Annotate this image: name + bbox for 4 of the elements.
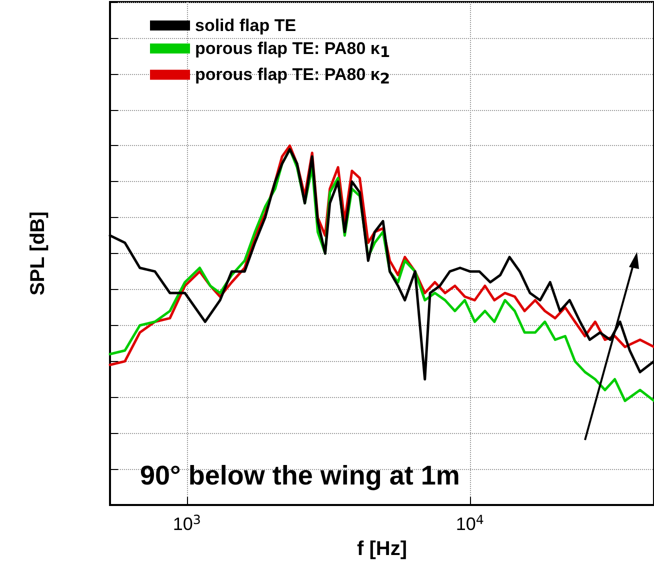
annotation: 90° below the wing at 1m [140,460,460,490]
legend-label: solid flap TE [195,16,296,35]
y-axis-title: SPL [dB] [27,211,49,296]
x-axis-title: f [Hz] [357,538,407,560]
